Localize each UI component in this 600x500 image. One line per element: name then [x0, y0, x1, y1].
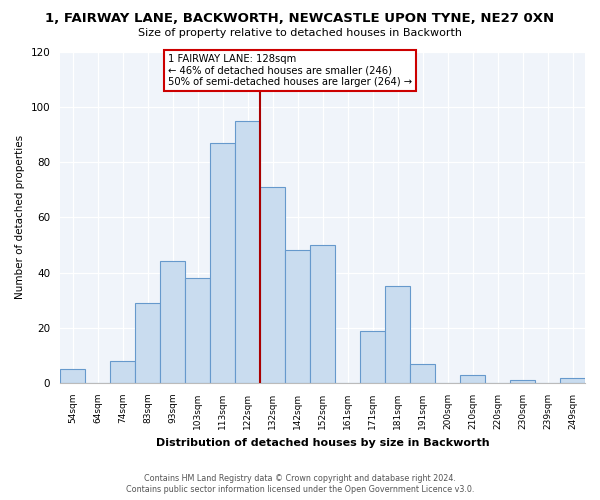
- Text: Size of property relative to detached houses in Backworth: Size of property relative to detached ho…: [138, 28, 462, 38]
- Bar: [110, 361, 135, 383]
- Bar: [360, 330, 385, 383]
- Bar: [185, 278, 210, 383]
- Bar: [510, 380, 535, 383]
- Bar: [310, 245, 335, 383]
- Bar: [60, 370, 85, 383]
- Y-axis label: Number of detached properties: Number of detached properties: [15, 135, 25, 300]
- Text: 1 FAIRWAY LANE: 128sqm
← 46% of detached houses are smaller (246)
50% of semi-de: 1 FAIRWAY LANE: 128sqm ← 46% of detached…: [167, 54, 412, 88]
- Bar: [135, 303, 160, 383]
- Bar: [235, 120, 260, 383]
- Bar: [460, 375, 485, 383]
- Bar: [385, 286, 410, 383]
- Bar: [560, 378, 585, 383]
- X-axis label: Distribution of detached houses by size in Backworth: Distribution of detached houses by size …: [156, 438, 490, 448]
- Bar: [260, 187, 285, 383]
- Bar: [210, 142, 235, 383]
- Bar: [285, 250, 310, 383]
- Text: Contains HM Land Registry data © Crown copyright and database right 2024.
Contai: Contains HM Land Registry data © Crown c…: [126, 474, 474, 494]
- Bar: [160, 262, 185, 383]
- Text: 1, FAIRWAY LANE, BACKWORTH, NEWCASTLE UPON TYNE, NE27 0XN: 1, FAIRWAY LANE, BACKWORTH, NEWCASTLE UP…: [46, 12, 554, 26]
- Bar: [410, 364, 435, 383]
